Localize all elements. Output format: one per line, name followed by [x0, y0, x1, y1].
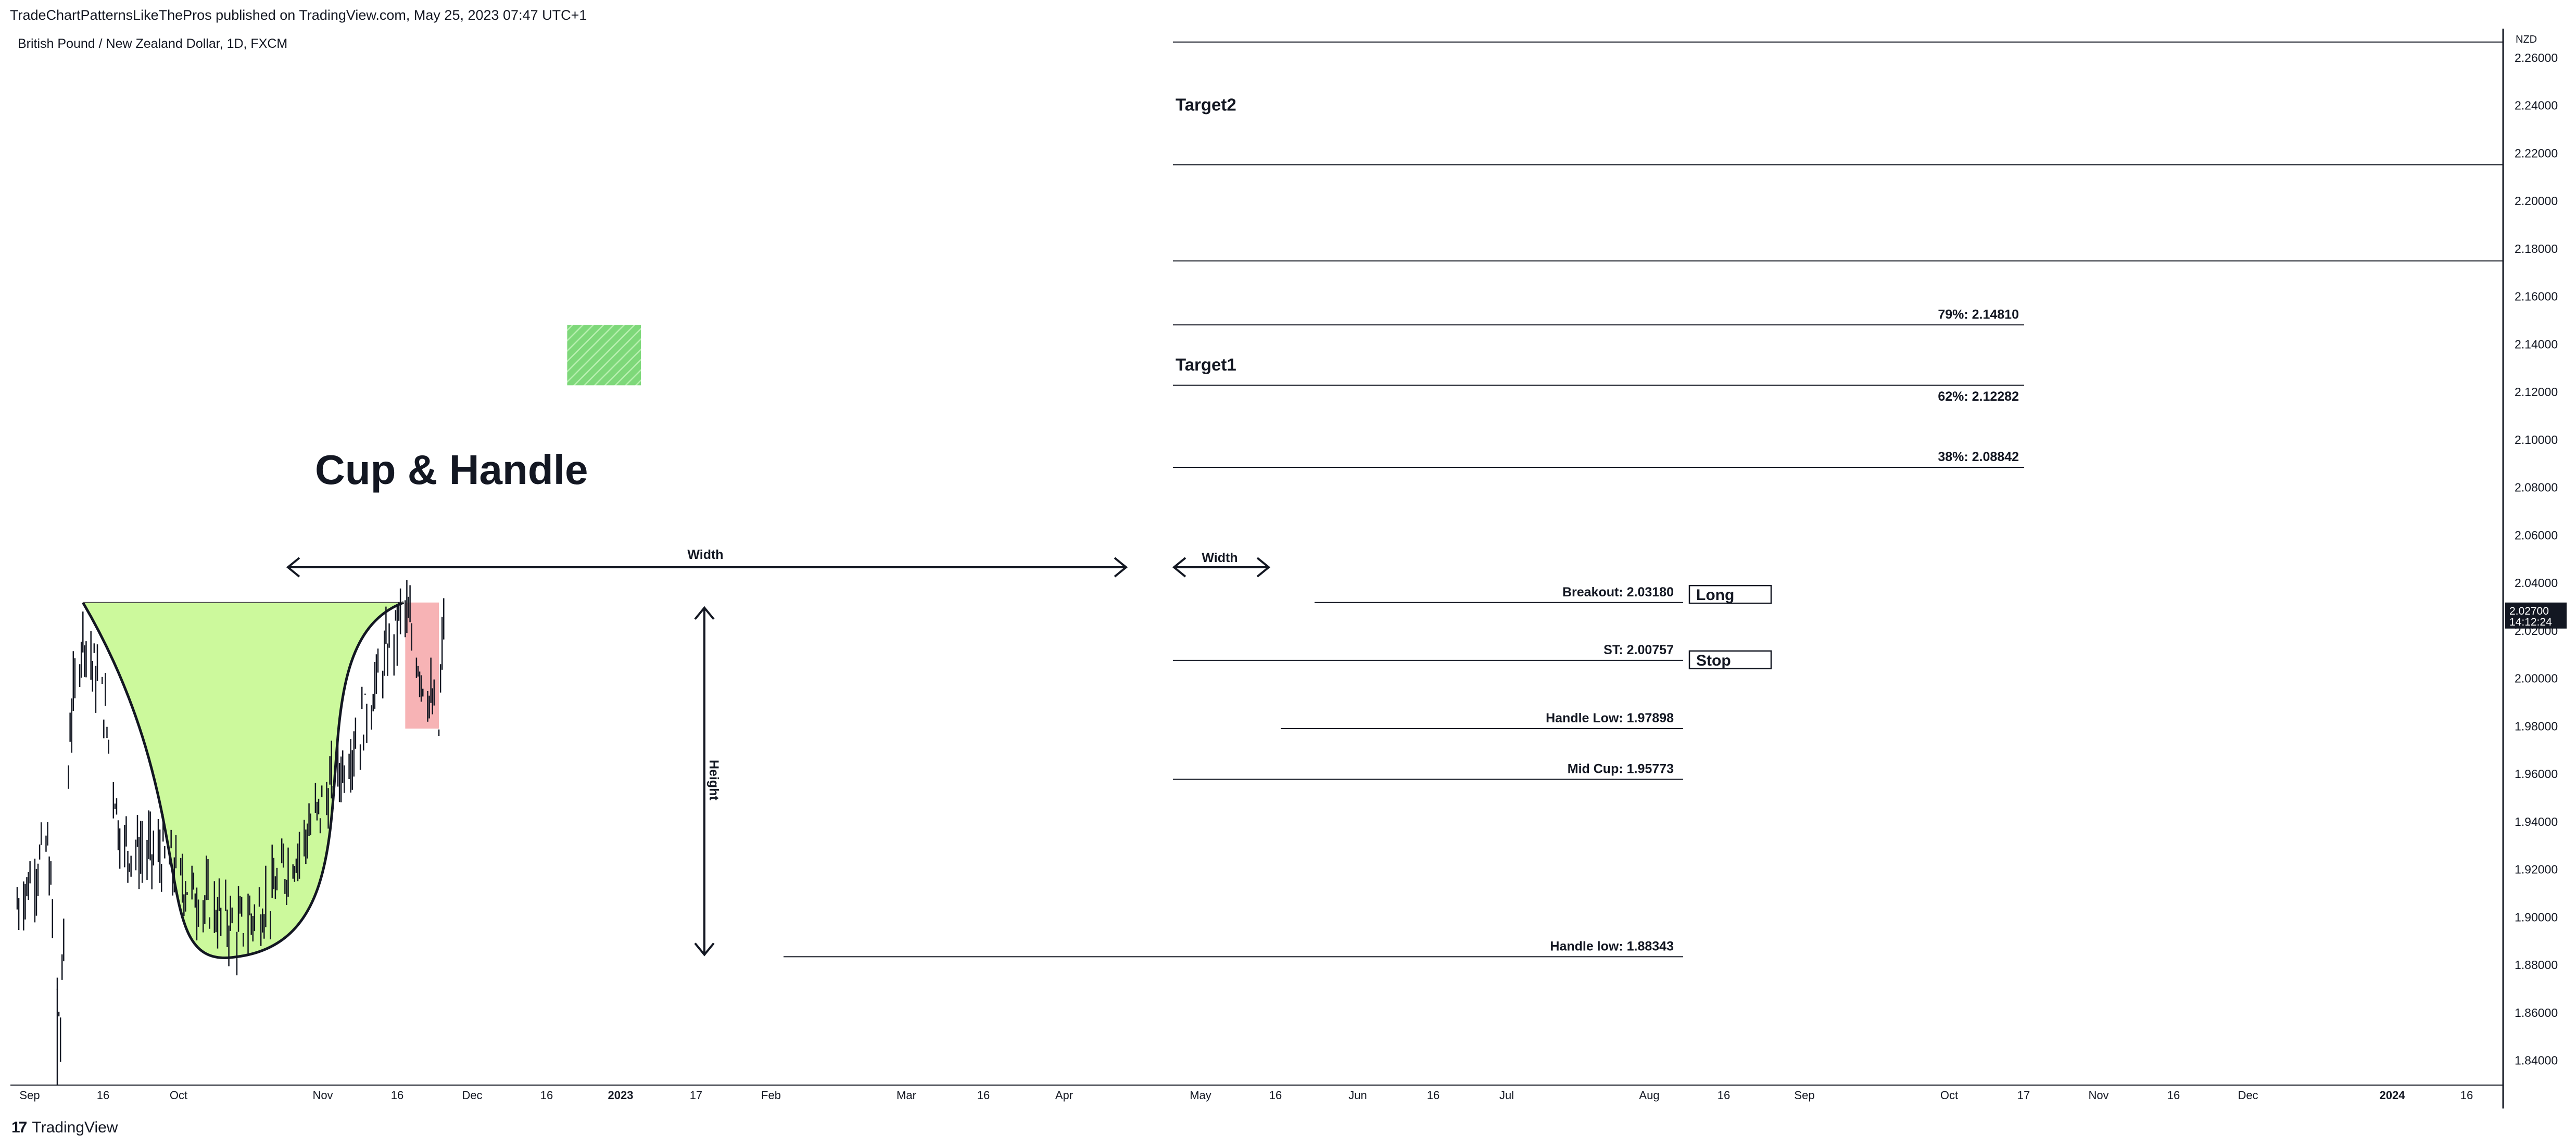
- handle-width-arrow-head-left: [1172, 557, 1186, 578]
- last-price-badge: [2505, 602, 2567, 629]
- x-tick-label: Oct: [170, 1089, 187, 1102]
- x-tick-label: 16: [977, 1089, 990, 1102]
- y-tick-label: 2.24000: [2515, 99, 2558, 112]
- fib-level-label: 79%: 2.14810: [1938, 307, 2019, 322]
- last-price-value: 2.02700: [2509, 605, 2549, 617]
- price-level-label: Breakout: 2.03180: [1562, 585, 1674, 600]
- x-tick-label: 2023: [608, 1089, 634, 1102]
- y-tick-label: 1.98000: [2515, 719, 2558, 733]
- pattern-title: Cup & Handle: [315, 447, 588, 493]
- fib-level-label: 62%: 2.12282: [1938, 389, 2019, 404]
- trade-label: Long: [1696, 587, 1734, 604]
- x-tick-label: 16: [1269, 1089, 1282, 1102]
- cup-width-arrow-head-left: [286, 557, 300, 578]
- y-tick-label: 2.14000: [2515, 337, 2558, 351]
- x-tick-label: Nov: [2088, 1089, 2108, 1102]
- x-tick-label: Mar: [896, 1089, 916, 1102]
- y-tick-label: 2.00000: [2515, 672, 2558, 685]
- cup-fill: [83, 602, 404, 958]
- cup-height-arrow-head-bottom: [694, 942, 715, 957]
- y-tick-label: 1.88000: [2515, 958, 2558, 972]
- x-tick-label: Sep: [19, 1089, 40, 1102]
- x-tick-label: 16: [391, 1089, 403, 1102]
- cup-width-label: Width: [687, 547, 723, 562]
- cup-height-label: Height: [706, 760, 721, 800]
- x-tick-label: 16: [1718, 1089, 1730, 1102]
- y-tick-label: 2.06000: [2515, 528, 2558, 542]
- cup-height-arrow-head-top: [694, 606, 715, 620]
- symbol-title: British Pound / New Zealand Dollar, 1D, …: [18, 36, 288, 51]
- x-tick-label: Feb: [761, 1089, 781, 1102]
- x-tick-label: Jun: [1348, 1089, 1367, 1102]
- y-tick-label: 1.84000: [2515, 1054, 2558, 1067]
- price-level-label: Mid Cup: 1.95773: [1568, 762, 1674, 776]
- x-tick-label: Oct: [1940, 1089, 1958, 1102]
- x-tick-label: Dec: [462, 1089, 482, 1102]
- y-tick-label: 2.08000: [2515, 481, 2558, 494]
- target-label: Target2: [1176, 95, 1236, 114]
- x-tick-label: 17: [2017, 1089, 2030, 1102]
- trade-label-box: [1688, 584, 1772, 604]
- cup-curve: [82, 601, 405, 959]
- handle-width-arrow-head-right: [1256, 557, 1271, 578]
- handle-width-label: Width: [1202, 551, 1238, 565]
- trade-label: Stop: [1696, 652, 1731, 669]
- target1-zone: [567, 325, 641, 386]
- x-tick-label: 17: [690, 1089, 702, 1102]
- handle-zone: [405, 602, 439, 729]
- footer-brand: 17 TradingView: [11, 1119, 118, 1137]
- footer-brand-label: TradingView: [32, 1119, 118, 1136]
- x-tick-label: Jul: [1499, 1089, 1514, 1102]
- x-tick-label: 16: [540, 1089, 553, 1102]
- price-level-label: Handle Low: 1.97898: [1546, 711, 1674, 725]
- y-tick-label: 2.16000: [2515, 290, 2558, 303]
- y-tick-label: 2.22000: [2515, 146, 2558, 160]
- target-label: Target1: [1176, 355, 1236, 374]
- y-tick-label: 2.04000: [2515, 576, 2558, 590]
- y-tick-label: 1.86000: [2515, 1006, 2558, 1019]
- x-tick-label: May: [1190, 1089, 1211, 1102]
- y-tick-label: 2.12000: [2515, 385, 2558, 399]
- countdown-value: 14:12:24: [2509, 616, 2552, 628]
- x-tick-label: Dec: [2238, 1089, 2258, 1102]
- x-tick-label: Apr: [1055, 1089, 1073, 1102]
- fib-level-label: 38%: 2.08842: [1938, 450, 2019, 464]
- cup-width-arrow-head-right: [1114, 557, 1128, 578]
- tradingview-logo-icon: 17: [11, 1119, 27, 1136]
- x-tick-label: 16: [97, 1089, 109, 1102]
- price-level-label: Handle low: 1.88343: [1550, 939, 1674, 953]
- x-tick-label: Sep: [1794, 1089, 1814, 1102]
- price-level-label: ST: 2.00757: [1603, 643, 1674, 657]
- currency-label: NZD: [2516, 34, 2537, 45]
- y-tick-label: 2.26000: [2515, 51, 2558, 65]
- x-tick-label: 16: [1427, 1089, 1439, 1102]
- y-tick-label: 1.96000: [2515, 767, 2558, 781]
- y-tick-label: 2.18000: [2515, 242, 2558, 256]
- trade-label-box: [1688, 650, 1772, 670]
- y-tick-label: 2.20000: [2515, 194, 2558, 208]
- x-tick-label: 2024: [2380, 1089, 2406, 1102]
- y-tick-label: 1.90000: [2515, 910, 2558, 924]
- x-tick-label: 16: [2167, 1089, 2180, 1102]
- y-tick-label: 1.94000: [2515, 815, 2558, 829]
- y-tick-label: 2.10000: [2515, 433, 2558, 447]
- x-tick-label: Nov: [312, 1089, 333, 1102]
- x-tick-label: 16: [2460, 1089, 2473, 1102]
- publication-info: TradeChartPatternsLikeThePros published …: [10, 7, 587, 23]
- y-tick-label: 1.92000: [2515, 863, 2558, 876]
- x-tick-label: Aug: [1639, 1089, 1659, 1102]
